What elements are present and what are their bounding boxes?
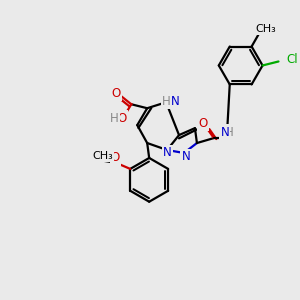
- Text: O: O: [198, 117, 208, 130]
- Text: N: N: [163, 146, 172, 160]
- Text: H: H: [225, 126, 234, 139]
- Text: CH₃: CH₃: [92, 151, 113, 161]
- Text: CH₃: CH₃: [255, 24, 276, 34]
- Text: N: N: [171, 95, 180, 108]
- Text: Cl: Cl: [286, 53, 298, 66]
- Text: N: N: [182, 151, 190, 164]
- Text: O: O: [118, 112, 127, 125]
- Text: H: H: [162, 95, 170, 108]
- Text: H: H: [110, 112, 119, 125]
- Text: O: O: [111, 152, 120, 164]
- Text: O: O: [112, 87, 121, 100]
- Text: N: N: [220, 126, 229, 139]
